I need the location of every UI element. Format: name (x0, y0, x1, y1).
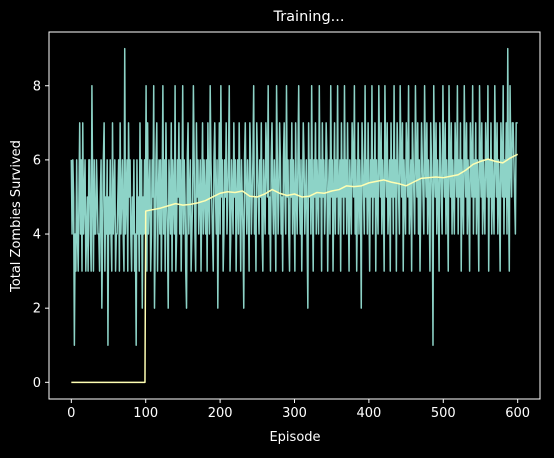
y-tick-label: 2 (33, 302, 41, 317)
x-tick-label: 600 (505, 406, 530, 421)
y-tick-label: 4 (33, 228, 41, 243)
x-axis-label: Episode (269, 430, 320, 445)
x-tick-label: 200 (208, 406, 233, 421)
x-tick-label: 500 (431, 406, 456, 421)
y-tick-label: 0 (33, 376, 41, 391)
x-tick-label: 100 (133, 406, 158, 421)
x-tick-label: 0 (67, 406, 75, 421)
series-line-moving-average (71, 153, 519, 384)
x-tick-label: 400 (356, 406, 381, 421)
plot-area (70, 47, 519, 384)
axes: 0 100 200 300 400 500 600 0 2 4 6 8 (33, 31, 541, 421)
y-tick-label: 8 (33, 79, 41, 94)
chart-title: Training... (272, 9, 344, 25)
x-tick-label: 300 (282, 406, 307, 421)
series-line-score (70, 47, 518, 346)
y-tick-label: 6 (33, 153, 41, 168)
y-axis-label: Total Zombies Survived (9, 140, 24, 293)
